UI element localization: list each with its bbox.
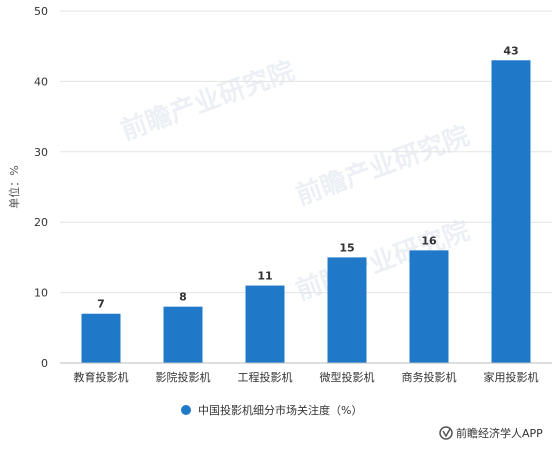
data-label: 43 <box>503 44 518 57</box>
footer-text: 前瞻经济学人APP <box>456 426 543 440</box>
legend-label: 中国投影机细分市场关注度（%） <box>198 403 362 417</box>
x-category-label: 家用投影机 <box>484 370 539 384</box>
bar-series <box>81 60 531 363</box>
x-category-label: 商务投影机 <box>402 370 457 384</box>
y-axis-ticks: 0 10 20 30 40 50 <box>34 5 48 370</box>
footer-logo-icon <box>439 426 453 440</box>
legend: 中国投影机细分市场关注度（%） <box>181 403 362 417</box>
watermark-text: 前瞻产业研究院 <box>117 55 299 146</box>
data-label: 15 <box>339 241 354 254</box>
footer-brand: 前瞻经济学人APP <box>439 426 543 440</box>
y-tick-label: 10 <box>34 287 48 300</box>
data-labels: 7 8 11 15 16 43 <box>97 44 518 310</box>
y-tick-label: 0 <box>41 357 48 370</box>
y-tick-label: 20 <box>34 216 48 229</box>
x-axis-categories: 教育投影机 影院投影机 工程投影机 微型投影机 商务投影机 家用投影机 <box>74 370 539 384</box>
data-label: 16 <box>421 234 437 247</box>
legend-marker <box>181 405 191 415</box>
x-category-label: 微型投影机 <box>320 370 375 384</box>
watermark-text: 前瞻产业研究院 <box>292 120 474 211</box>
bar <box>491 60 531 363</box>
bar <box>245 285 285 363</box>
x-category-label: 工程投影机 <box>238 370 293 384</box>
y-tick-label: 30 <box>34 146 48 159</box>
y-tick-label: 50 <box>34 5 48 18</box>
y-axis-title: 单位：% <box>7 165 21 208</box>
bar <box>163 306 203 363</box>
bar <box>81 313 121 363</box>
data-label: 11 <box>257 270 272 283</box>
bar <box>327 257 367 363</box>
y-tick-label: 40 <box>34 75 48 88</box>
data-label: 7 <box>97 298 105 311</box>
data-label: 8 <box>179 291 187 304</box>
bar <box>409 250 449 363</box>
x-category-label: 教育投影机 <box>74 370 129 384</box>
gridlines <box>60 10 552 294</box>
x-category-label: 影院投影机 <box>156 370 211 384</box>
